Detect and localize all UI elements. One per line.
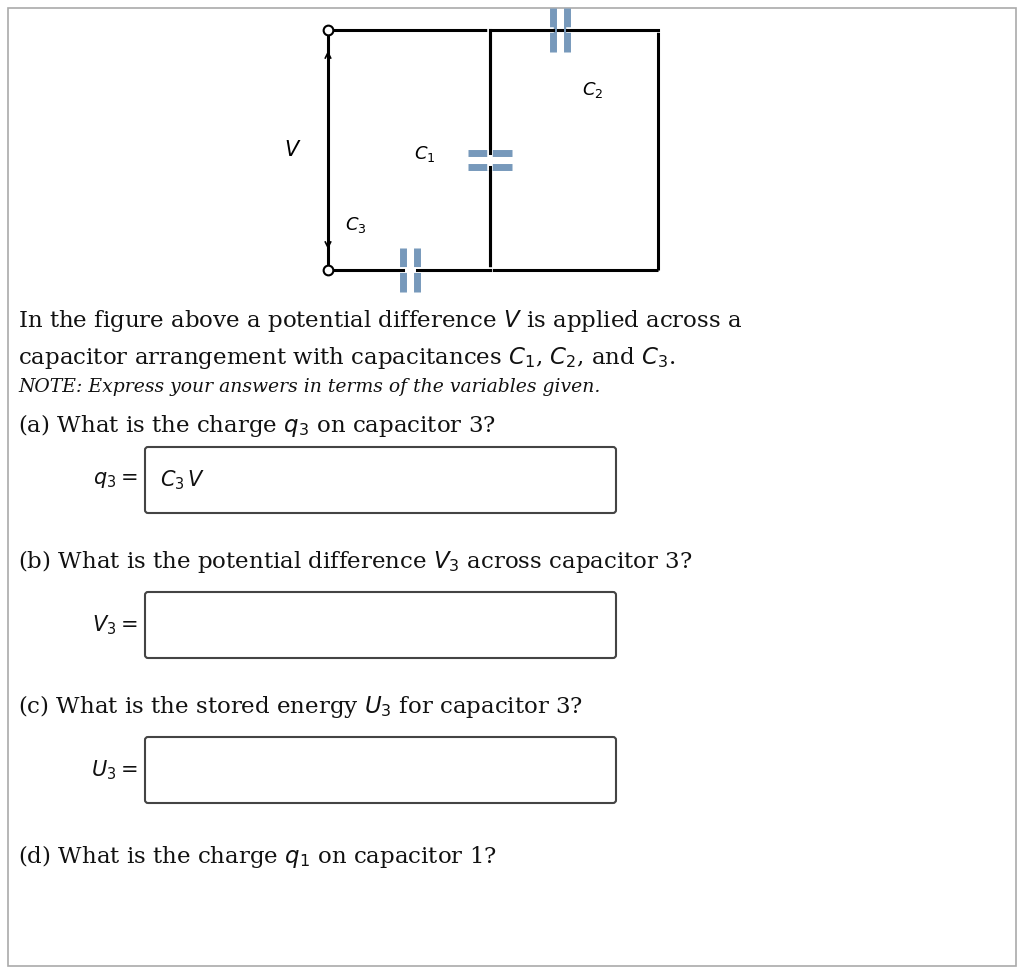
Text: $C_2$: $C_2$ — [582, 80, 603, 100]
Text: (d) What is the charge $q_1$ on capacitor 1?: (d) What is the charge $q_1$ on capacito… — [18, 843, 497, 870]
Text: $V$: $V$ — [285, 140, 302, 160]
Text: $C_3$: $C_3$ — [345, 215, 367, 235]
Text: (a) What is the charge $q_3$ on capacitor 3?: (a) What is the charge $q_3$ on capacito… — [18, 412, 496, 439]
Text: (c) What is the stored energy $U_3$ for capacitor 3?: (c) What is the stored energy $U_3$ for … — [18, 693, 583, 720]
Text: $C_3\, V$: $C_3\, V$ — [160, 468, 206, 492]
Text: $C_1$: $C_1$ — [414, 144, 435, 164]
Text: $V_3 =$: $V_3 =$ — [92, 614, 138, 637]
FancyBboxPatch shape — [145, 737, 616, 803]
Text: $U_3 =$: $U_3 =$ — [91, 758, 138, 782]
Text: NOTE: Express your answers in terms of the variables given.: NOTE: Express your answers in terms of t… — [18, 378, 600, 396]
Text: In the figure above a potential difference $V$ is applied across a: In the figure above a potential differen… — [18, 308, 742, 334]
FancyBboxPatch shape — [145, 592, 616, 658]
FancyBboxPatch shape — [145, 447, 616, 513]
Text: capacitor arrangement with capacitances $C_1$, $C_2$, and $C_3$.: capacitor arrangement with capacitances … — [18, 345, 675, 371]
Text: (b) What is the potential difference $V_3$ across capacitor 3?: (b) What is the potential difference $V_… — [18, 548, 692, 575]
Text: $q_3 =$: $q_3 =$ — [93, 470, 138, 490]
